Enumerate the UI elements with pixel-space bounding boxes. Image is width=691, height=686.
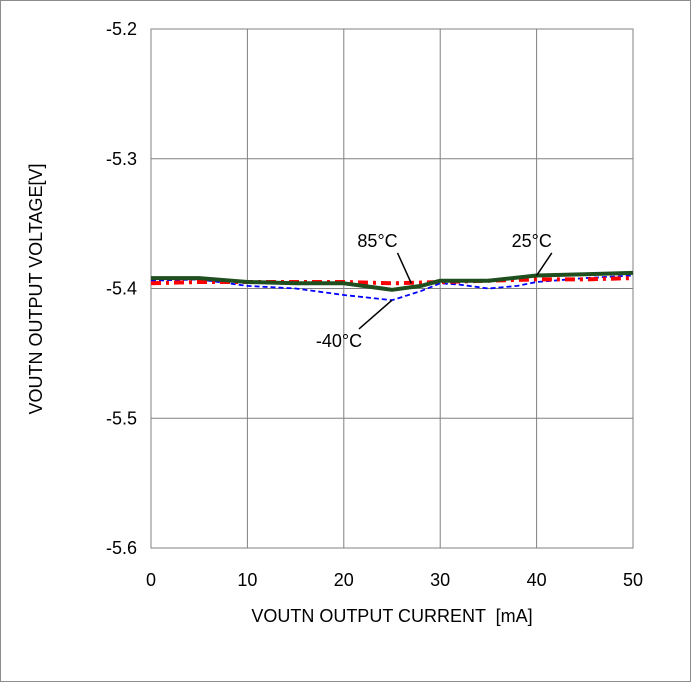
annotation-label: -40°C (316, 331, 362, 351)
x-axis-label: VOUTN OUTPUT CURRENT [mA] (251, 606, 532, 626)
y-tick-label: -5.4 (106, 279, 137, 299)
annotations-group: 85°C 25°C -40°C (316, 231, 553, 351)
annotation-leader-line (396, 252, 412, 284)
annotation-label: 25°C (512, 231, 552, 251)
y-tick-label: -5.3 (106, 149, 137, 169)
y-tick-label: -5.2 (106, 19, 137, 39)
y-axis-label: VOUTN OUTPUT VOLTAGE[V] (26, 163, 46, 414)
x-tick-label: 40 (527, 570, 547, 590)
annotation-leader-line (535, 252, 553, 276)
tick-labels: 0 10 20 30 40 50 -5.2 -5.3 -5.4 -5.5 -5.6 (106, 19, 643, 590)
y-tick-label: -5.5 (106, 408, 137, 428)
annotation-leader-line (358, 299, 393, 330)
x-tick-label: 10 (237, 570, 257, 590)
y-tick-label: -5.6 (106, 538, 137, 558)
x-tick-label: 0 (146, 570, 156, 590)
annotation-label: 85°C (357, 231, 397, 251)
x-tick-label: 20 (334, 570, 354, 590)
x-tick-label: 50 (623, 570, 643, 590)
series-line--40c (150, 274, 634, 302)
x-tick-label: 30 (430, 570, 450, 590)
plot-border (150, 28, 634, 549)
